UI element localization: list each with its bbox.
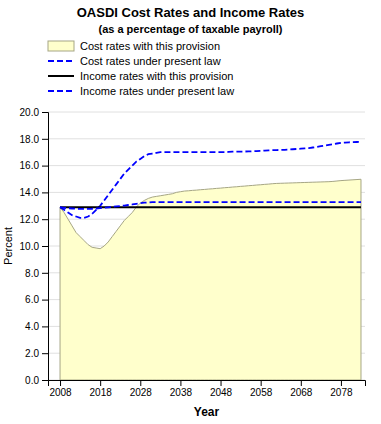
x-tick-label: 2048: [210, 387, 233, 398]
x-tick-mark: [221, 380, 222, 386]
x-axis-title: Year: [194, 405, 220, 419]
title: OASDI Cost Rates and Income Rates: [77, 5, 305, 20]
y-tick: 8.0: [25, 268, 48, 279]
x-tick-label: 2078: [330, 387, 353, 398]
legend: Cost rates with this provision Cost rates…: [48, 40, 234, 97]
x-tick: 2048: [210, 380, 233, 398]
x-tick-mark: [261, 380, 262, 386]
grid-line: [48, 112, 365, 113]
y-tick-mark: [42, 192, 48, 193]
legend-label: Cost rates with this provision: [80, 40, 220, 52]
x-tick-mark: [100, 380, 101, 386]
line: [60, 142, 361, 218]
y-tick-label: 8.0: [25, 268, 39, 279]
x-tick-mark: [140, 380, 141, 386]
y-tick-label: 12.0: [20, 214, 40, 225]
y-tick-label: 6.0: [25, 294, 39, 305]
y-tick: 12.0: [20, 214, 48, 225]
y-tick: 2.0: [25, 348, 48, 359]
x-tick: 2038: [170, 380, 193, 398]
y-tick-mark: [42, 273, 48, 274]
y-tick-label: 10.0: [20, 241, 40, 252]
x-tick-label: 2018: [90, 387, 113, 398]
y-tick: 18.0: [20, 134, 48, 145]
y-tick-label: 16.0: [20, 160, 40, 171]
legend-item: Cost rates with this provision: [48, 40, 220, 52]
y-tick-mark: [42, 326, 48, 327]
plot-area: [60, 142, 361, 380]
y-tick-mark: [42, 300, 48, 301]
legend-swatch: [48, 60, 74, 62]
legend-swatch: [48, 75, 74, 77]
y-tick-mark: [42, 246, 48, 247]
y-tick-label: 2.0: [25, 348, 39, 359]
y-tick: 6.0: [25, 294, 48, 305]
x-tick-label: 2058: [250, 387, 273, 398]
chart: OASDI Cost Rates and Income Rates (as a p…: [0, 0, 381, 424]
y-tick: 16.0: [20, 160, 48, 171]
y-axis-line: [42, 113, 49, 381]
x-tick-mark: [60, 380, 61, 386]
y-tick: 14.0: [20, 187, 48, 198]
y-tick-label: 18.0: [20, 134, 40, 145]
line: [60, 202, 361, 209]
legend-label: Cost rates under present law: [80, 55, 221, 67]
grid: [48, 112, 365, 380]
grid-line: [48, 165, 365, 166]
legend-label: Income rates under present law: [80, 85, 234, 97]
x-tick: 2078: [330, 380, 353, 398]
x-tick: 2008: [49, 380, 72, 398]
x-tick-label: 2008: [49, 387, 72, 398]
y-tick: 0.0: [25, 375, 48, 386]
y-tick-mark: [42, 380, 48, 381]
y-tick-mark: [42, 353, 48, 354]
x-tick-mark: [180, 380, 181, 386]
legend-item: Income rates with this provision: [48, 70, 233, 82]
legend-swatch: [48, 90, 74, 92]
y-tick: 20.0: [20, 107, 48, 118]
x-axis: 2008 2018 2028 2038 2048 2058 2068 2078: [49, 380, 366, 398]
x-tick-mark: [301, 380, 302, 386]
x-tick: 2068: [290, 380, 313, 398]
y-tick-mark: [42, 112, 48, 113]
y-tick-mark: [42, 166, 48, 167]
x-tick-label: 2068: [290, 387, 313, 398]
y-tick: 4.0: [25, 321, 48, 332]
y-tick-label: 14.0: [20, 187, 40, 198]
legend-label: Income rates with this provision: [80, 70, 233, 82]
x-tick-label: 2028: [130, 387, 153, 398]
y-tick-mark: [42, 219, 48, 220]
x-tick: 2028: [130, 380, 153, 398]
y-axis-title: Percent: [2, 227, 14, 265]
grid-line: [48, 138, 365, 139]
x-tick: 2018: [90, 380, 113, 398]
legend-item: Income rates under present law: [48, 85, 234, 97]
x-tick: 2058: [250, 380, 273, 398]
legend-swatch: [48, 41, 74, 51]
y-tick: 10.0: [20, 241, 48, 252]
y-axis: 0.0 2.0 4.0 6.0 8.0 10.0 12.0 14.0 16.0 18.0 20.0: [20, 107, 49, 386]
x-tick-label: 2038: [170, 387, 193, 398]
y-tick-label: 4.0: [25, 321, 39, 332]
x-tick-mark: [341, 380, 342, 386]
y-tick-mark: [42, 139, 48, 140]
legend-item: Cost rates under present law: [48, 55, 221, 67]
subtitle: (as a percentage of taxable payroll): [98, 23, 282, 35]
x-axis-line: [49, 381, 366, 387]
y-tick-label: 0.0: [25, 375, 39, 386]
area: [60, 179, 361, 380]
y-tick-label: 20.0: [20, 107, 40, 118]
